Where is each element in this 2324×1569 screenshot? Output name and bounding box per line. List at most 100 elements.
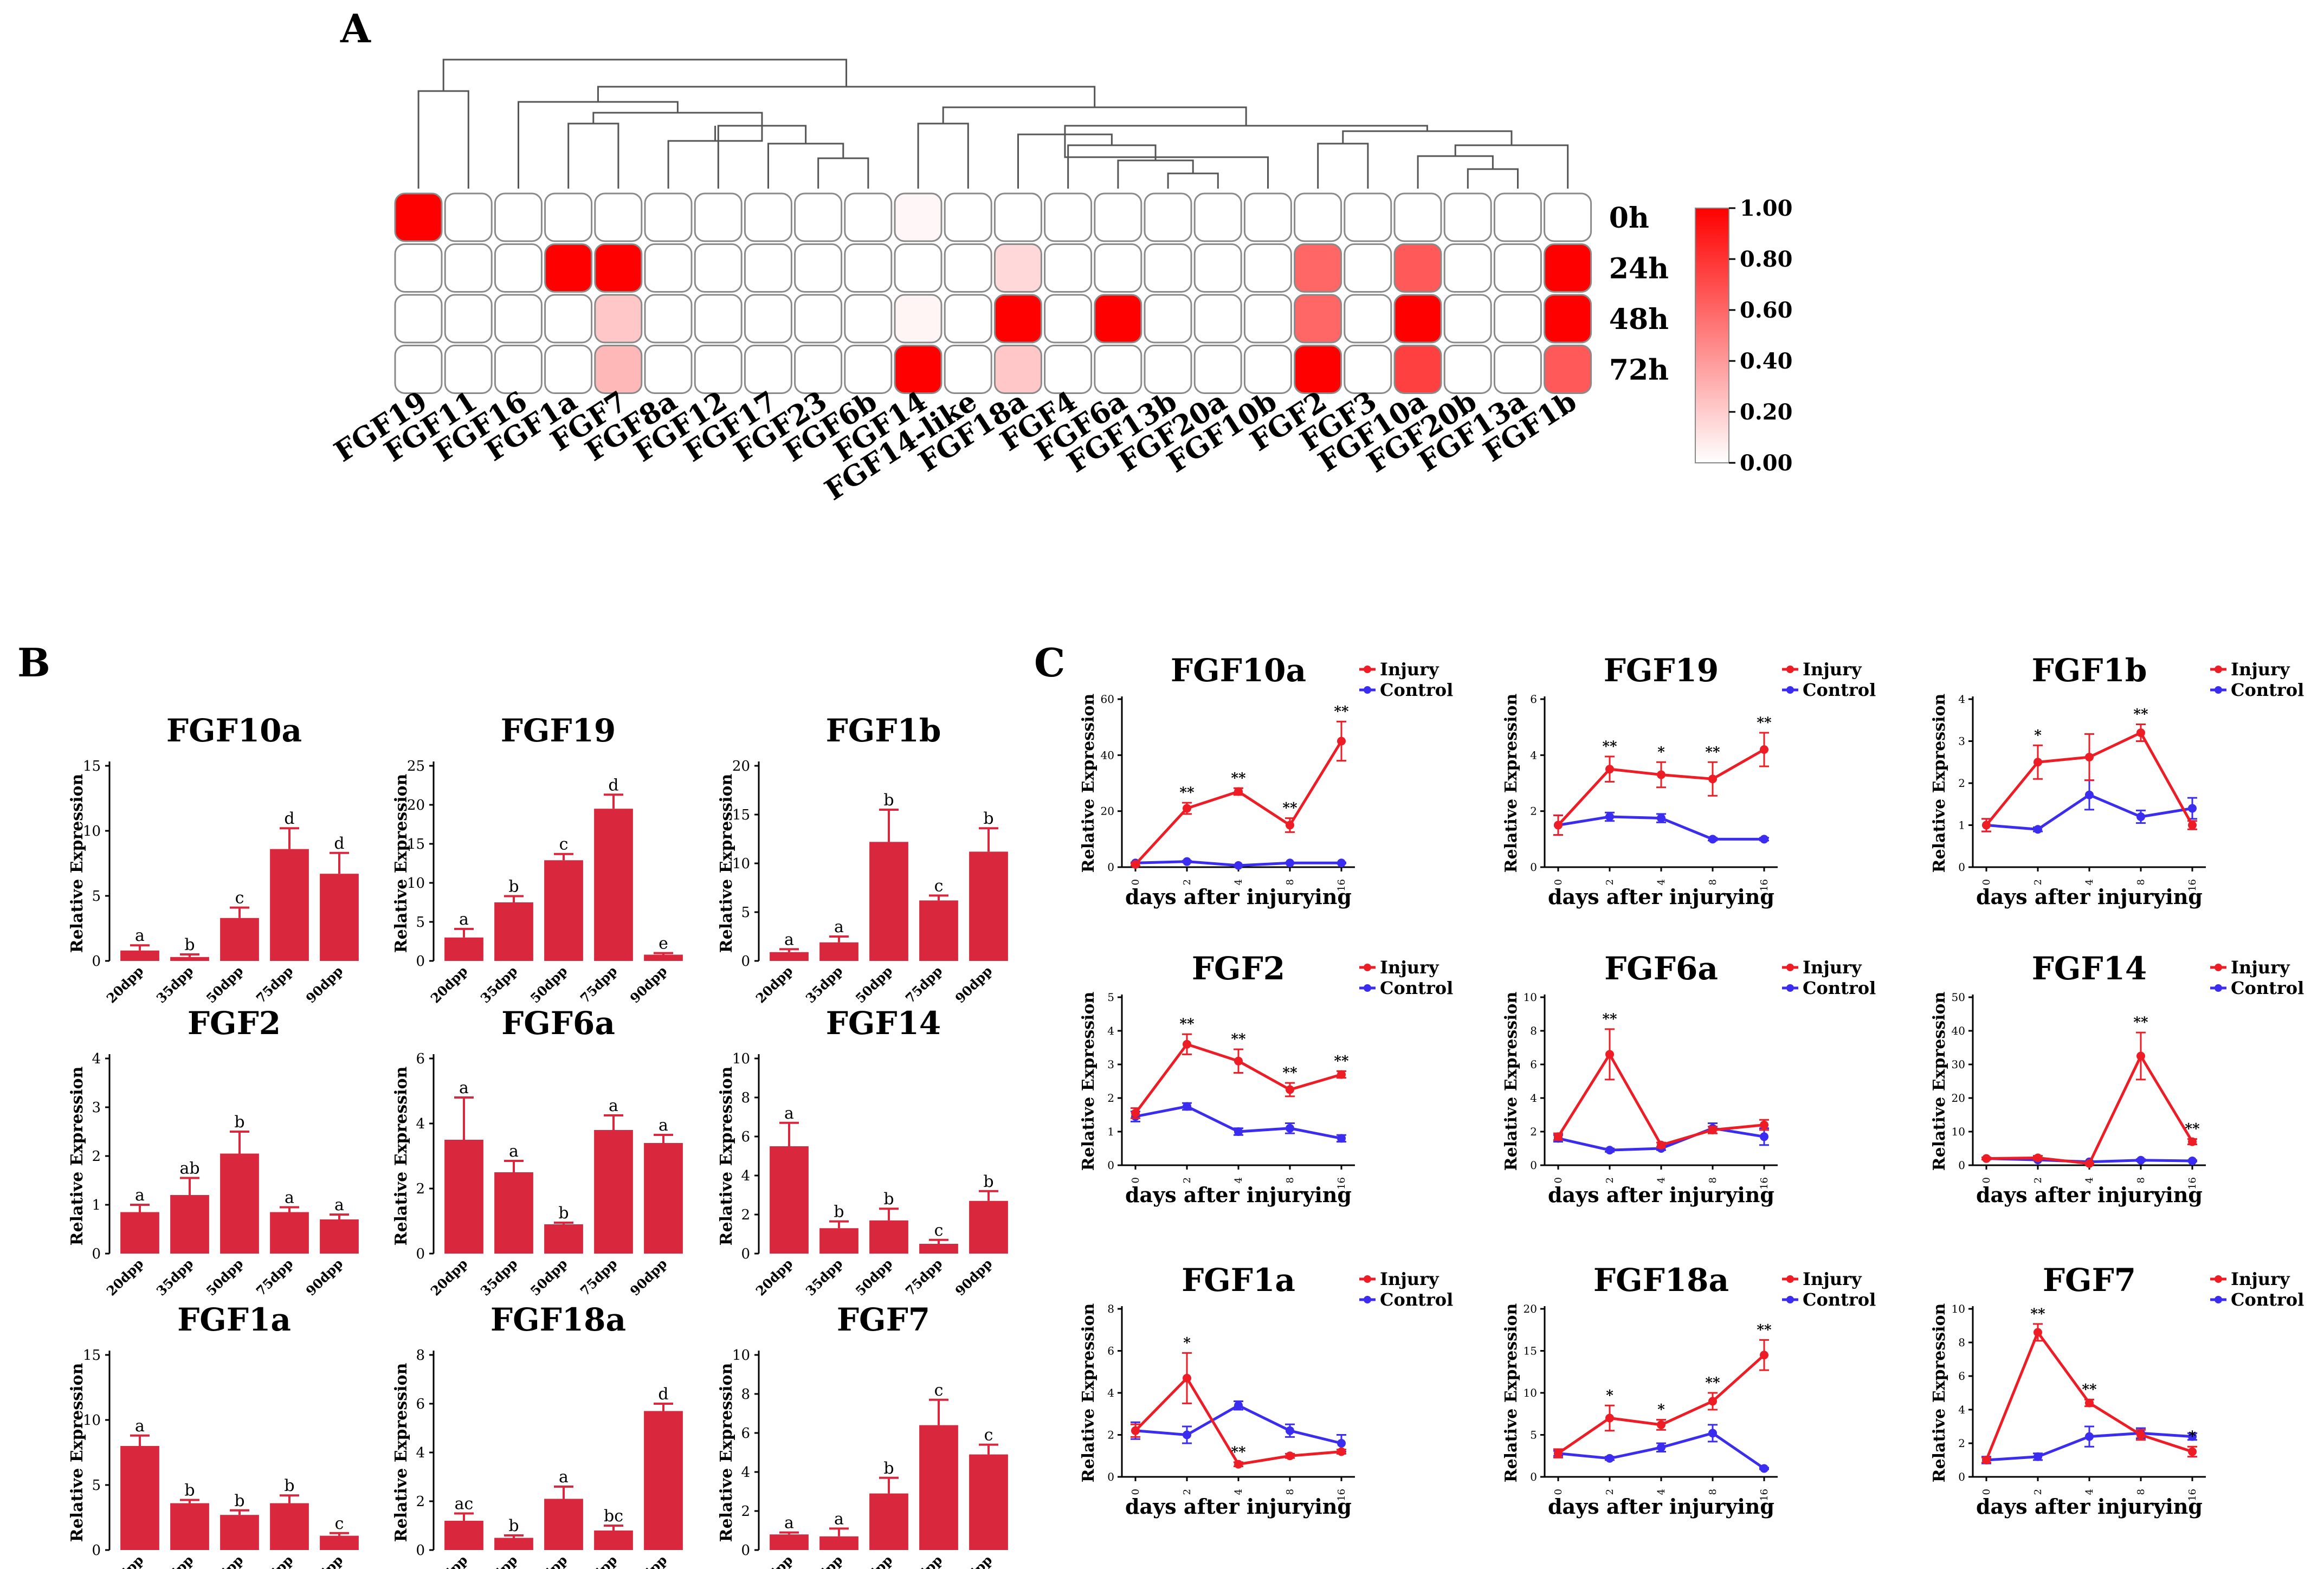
data-point xyxy=(1286,1085,1294,1094)
x-tick-label: 75dpp xyxy=(902,1256,946,1299)
data-point xyxy=(1183,804,1191,813)
data-point xyxy=(1286,821,1294,830)
y-axis-label: Relative Expression xyxy=(1930,1303,1949,1482)
legend-marker xyxy=(1786,964,1794,971)
y-axis-label: Relative Expression xyxy=(717,1363,736,1542)
significance-stars: ** xyxy=(1757,1322,1772,1338)
y-tick-label: 2 xyxy=(1958,1437,1965,1450)
significance-letter: a xyxy=(135,1417,145,1436)
bar xyxy=(170,1195,209,1254)
colorbar-tick-label: 0.40 xyxy=(1740,348,1792,374)
significance-stars: * xyxy=(1606,1387,1613,1404)
significance-letter: a xyxy=(135,1186,145,1205)
x-tick-label: 50dpp xyxy=(527,963,571,1006)
dendrogram-branch xyxy=(567,122,619,189)
data-point xyxy=(2136,1051,2145,1061)
y-tick-label: 10 xyxy=(732,1051,750,1067)
bar xyxy=(120,1212,159,1254)
data-point xyxy=(1657,1443,1665,1452)
y-axis-label: Relative Expression xyxy=(392,1066,411,1245)
x-tick-label: 0 xyxy=(1130,1489,1141,1495)
bar xyxy=(819,1536,858,1550)
x-tick-label: 35dpp xyxy=(803,963,846,1006)
x-tick-label: 16 xyxy=(1759,1489,1770,1501)
x-tick-label: 16 xyxy=(1759,1177,1770,1190)
dendrogram-branch xyxy=(942,106,1247,126)
bar-chart-title: FGF19 xyxy=(501,712,616,749)
significance-letter: a xyxy=(834,918,844,937)
significance-stars: ** xyxy=(1231,1444,1246,1461)
x-tick-label: 4 xyxy=(1233,1177,1244,1183)
x-tick-label: 35dpp xyxy=(477,1552,521,1569)
data-point xyxy=(1605,1050,1614,1059)
legend-label: Control xyxy=(1803,680,1876,700)
significance-stars: ** xyxy=(2133,1015,2148,1031)
x-tick-label: 2 xyxy=(1182,1177,1193,1183)
heatmap-cell xyxy=(644,345,693,394)
bar-chart-title: FGF7 xyxy=(837,1301,930,1338)
x-axis-label: days after injurying xyxy=(1548,884,1774,909)
significance-stars: * xyxy=(1657,744,1665,760)
y-axis-label: Relative Expression xyxy=(392,773,411,953)
legend-label: Control xyxy=(1380,680,1453,700)
data-point xyxy=(1131,1426,1140,1435)
data-point xyxy=(1234,1056,1243,1066)
legend-marker xyxy=(2215,1275,2222,1283)
legend-label: Injury xyxy=(2231,957,2290,978)
data-point xyxy=(1183,1430,1191,1439)
y-tick-label: 0 xyxy=(1958,861,1965,874)
x-tick-label: 50dpp xyxy=(853,1256,896,1299)
panel-label-a: A xyxy=(340,5,371,51)
significance-stars: ** xyxy=(1705,1375,1720,1391)
x-tick-label: 75dpp xyxy=(902,1552,946,1569)
y-tick-label: 4 xyxy=(92,1051,101,1067)
significance-letter: a xyxy=(334,1196,344,1215)
significance-letter: b xyxy=(834,1203,844,1222)
heatmap-cell xyxy=(1393,294,1442,344)
y-tick-label: 4 xyxy=(1107,1386,1114,1399)
y-tick-label: 25 xyxy=(407,758,425,774)
bar xyxy=(444,937,483,961)
x-tick-label: 20dpp xyxy=(104,1552,147,1569)
y-tick-label: 0 xyxy=(92,1246,101,1262)
y-tick-label: 5 xyxy=(1107,991,1114,1004)
significance-stars: * xyxy=(1657,1402,1665,1418)
y-tick-label: 4 xyxy=(1958,693,1965,706)
y-tick-label: 0 xyxy=(741,1542,750,1559)
heatmap-row-label: 24h xyxy=(1609,253,1669,286)
data-point xyxy=(1605,812,1614,821)
legend-label: Injury xyxy=(2231,1269,2290,1289)
x-tick-label: 16 xyxy=(1336,1489,1347,1501)
data-point xyxy=(2188,1137,2197,1146)
heatmap-cell xyxy=(1144,243,1192,293)
y-axis-label: Relative Expression xyxy=(1079,693,1098,873)
x-axis-label: days after injurying xyxy=(1125,884,1352,909)
heatmap-cell xyxy=(1294,192,1342,242)
y-tick-label: 8 xyxy=(741,1090,750,1106)
significance-letter: ac xyxy=(455,1495,474,1514)
x-tick-label: 75dpp xyxy=(902,963,946,1006)
legend-marker xyxy=(1364,686,1371,694)
data-point xyxy=(1982,1154,1991,1163)
x-axis-label: days after injurying xyxy=(1976,1183,2203,1207)
bar-chart-title: FGF6a xyxy=(501,1005,615,1042)
x-tick-label: 35dpp xyxy=(477,1256,521,1299)
colorbar-tick-label: 1.00 xyxy=(1740,196,1792,221)
heatmap-cell xyxy=(1144,192,1192,242)
significance-letter: a xyxy=(784,930,794,949)
y-tick-label: 60 xyxy=(1101,693,1114,706)
significance-letter: b xyxy=(883,791,894,810)
colorbar-tick-label: 0.20 xyxy=(1740,399,1792,425)
heatmap-cell xyxy=(1443,243,1492,293)
x-tick-label: 4 xyxy=(1656,879,1667,885)
legend-label: Control xyxy=(1380,1289,1453,1310)
significance-letter: bc xyxy=(604,1507,623,1526)
y-tick-label: 4 xyxy=(741,1168,750,1184)
bar xyxy=(919,1425,958,1550)
x-tick-label: 35dpp xyxy=(153,1256,197,1299)
y-tick-label: 0 xyxy=(92,953,101,970)
data-point xyxy=(1183,857,1191,866)
dendrogram-branch xyxy=(597,86,1096,107)
y-tick-label: 4 xyxy=(416,1445,425,1461)
heatmap-row-label: 0h xyxy=(1609,202,1649,235)
